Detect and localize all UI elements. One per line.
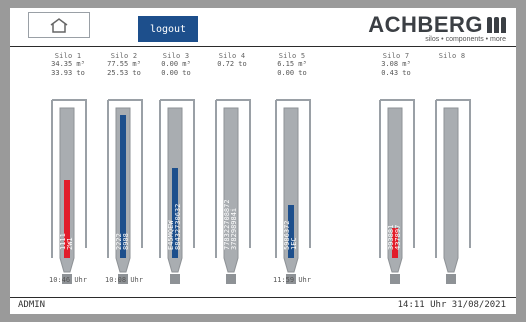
logout-button[interactable]: logout [138, 16, 198, 42]
silo-pipe [215, 99, 251, 258]
silo-label-b: 437897 [394, 225, 402, 250]
silo-outlet [62, 274, 72, 284]
silo-label-a: 1111 [59, 233, 67, 250]
silo-pipe [275, 99, 311, 258]
silo-outlet [118, 274, 128, 284]
silo-values: 34.35 m³ 33.93 to [40, 60, 96, 78]
silo-volume: 0.72 to [217, 60, 247, 68]
silo-outlet [226, 274, 236, 284]
silo-volume: 77.55 m³ [107, 60, 141, 68]
silo-values: 0.72 to [204, 60, 260, 78]
silo-name: Silo 5 [278, 52, 306, 60]
silo-graphic: E45MQEW 88432730632 [159, 99, 195, 284]
silo-name: Silo 4 [218, 52, 246, 60]
silo-graphic: 5986372 1EC 11:59 Uhr [273, 99, 311, 284]
silo-3[interactable]: Silo 3 0.00 m³ 0.00 to E45MQEW 88432730632 [148, 52, 204, 288]
header-divider [10, 46, 516, 47]
silo-pipe [107, 99, 143, 258]
silo-overview: Silo 1 34.35 m³ 33.93 to 1111 2W1 10:46 Uhr Si… [10, 52, 516, 302]
silo-graphic [435, 99, 471, 284]
silo-label-a: E45MQEW [167, 220, 175, 250]
silo-label-a: 5986372 [283, 220, 291, 250]
silo-2[interactable]: Silo 2 77.55 m³ 25.53 to 2222 8908 10:08 Uhr [96, 52, 152, 288]
silo-volume: 3.08 m³ [381, 60, 411, 68]
silo-pipe [159, 99, 195, 258]
silo-label-b: 88432730632 [174, 204, 182, 250]
silo-label-a: 2222 [115, 233, 123, 250]
silo-time: 10:08 Uhr [105, 276, 143, 284]
silo-name: Silo 7 [382, 52, 410, 60]
home-icon [50, 18, 68, 33]
brand-mark-icon [487, 17, 506, 33]
clock: 14:11 Uhr 31/08/2021 [397, 300, 506, 310]
silo-graphic: 393881 437897 [379, 99, 415, 284]
main-panel: logout ACHBERG silos • components • more… [10, 8, 516, 314]
brand-tagline: silos • components • more [425, 36, 506, 43]
silo-body [443, 107, 459, 273]
silo-weight: 0.00 to [277, 68, 307, 77]
silo-pipe [51, 99, 87, 258]
silo-7[interactable]: Silo 8 [424, 52, 480, 288]
silo-label-b: 2W1 [66, 237, 74, 250]
silo-label-b: 378298984i [230, 208, 238, 250]
silo-values: 3.08 m³ 0.43 to [368, 60, 424, 78]
silo-values [424, 60, 480, 78]
silo-weight: 0.00 to [161, 68, 191, 77]
silo-time: 11:59 Uhr [273, 276, 311, 284]
silo-graphic: 778322708872 378298984i [215, 99, 251, 284]
silo-graphic: 2222 8908 10:08 Uhr [105, 99, 143, 284]
silo-outlet [170, 274, 180, 284]
home-button[interactable] [28, 12, 90, 38]
silo-graphic: 1111 2W1 10:46 Uhr [49, 99, 87, 284]
silo-pipe [379, 99, 415, 258]
silo-name: Silo 8 [438, 52, 466, 60]
silo-outlet [446, 274, 456, 284]
silo-name: Silo 2 [110, 52, 138, 60]
silo-fill-level [288, 205, 294, 258]
silo-name: Silo 3 [162, 52, 190, 60]
silo-label-a: 778322708872 [223, 199, 231, 250]
silo-volume: 6.15 m³ [277, 60, 307, 68]
silo-volume: 0.00 m³ [161, 60, 191, 68]
footer-divider [10, 297, 516, 298]
silo-outlet [286, 274, 296, 284]
silo-fill-level [64, 180, 70, 258]
silo-time: 10:46 Uhr [49, 276, 87, 284]
brand-name: ACHBERG [368, 12, 483, 37]
silo-weight: 0.43 to [381, 68, 411, 77]
silo-fill-level [120, 115, 126, 258]
silo-body [387, 107, 403, 273]
silo-outlet [390, 274, 400, 284]
silo-4[interactable]: Silo 4 0.72 to 778322708872 378298984i [204, 52, 260, 288]
silo-label-b: 8908 [122, 233, 130, 250]
status-bar: ADMIN 14:11 Uhr 31/08/2021 [18, 300, 506, 312]
silo-body [283, 107, 299, 273]
silo-volume: 34.35 m³ [51, 60, 85, 68]
silo-label-a: 393881 [387, 225, 395, 250]
silo-1[interactable]: Silo 1 34.35 m³ 33.93 to 1111 2W1 10:46 Uhr [40, 52, 96, 288]
silo-weight: 33.93 to [51, 68, 85, 77]
silo-weight: 25.53 to [107, 68, 141, 77]
silo-5[interactable]: Silo 5 6.15 m³ 0.00 to 5986372 1EC 11:59 Uhr [264, 52, 320, 288]
current-user: ADMIN [18, 300, 46, 310]
silo-pipe [435, 99, 471, 258]
silo-values: 6.15 m³ 0.00 to [264, 60, 320, 78]
silo-fill-level [392, 228, 398, 258]
silo-6[interactable]: Silo 7 3.08 m³ 0.43 to 393881 437897 [368, 52, 424, 288]
brand-logo: ACHBERG silos • components • more [368, 12, 506, 43]
silo-fill-level [172, 168, 178, 258]
silo-label-b: 1EC [290, 237, 298, 250]
silo-values: 77.55 m³ 25.53 to [96, 60, 152, 78]
silo-values: 0.00 m³ 0.00 to [148, 60, 204, 78]
silo-body [223, 107, 239, 273]
silo-name: Silo 1 [54, 52, 82, 60]
